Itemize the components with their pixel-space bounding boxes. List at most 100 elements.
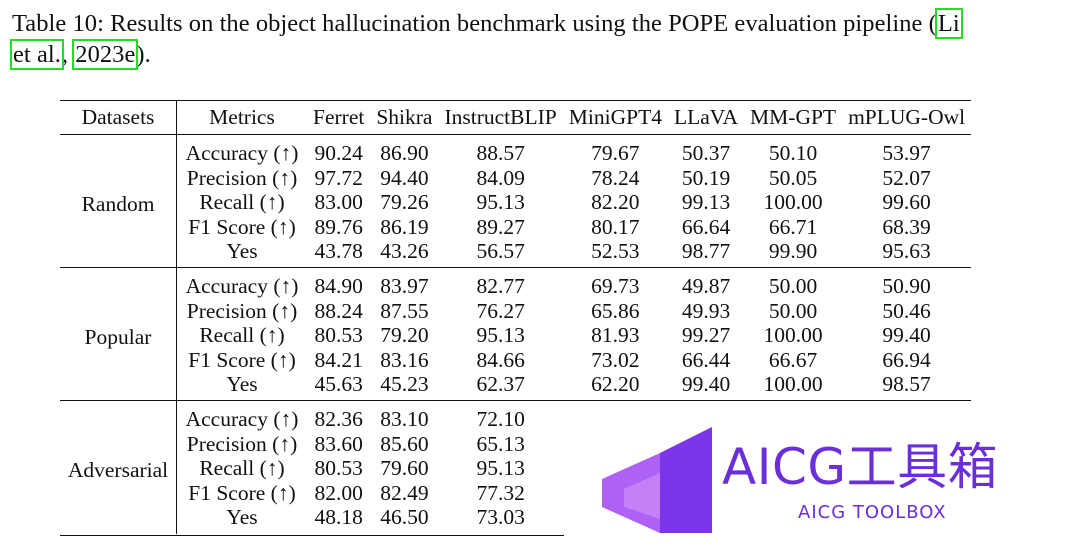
value-cell: 89.76	[314, 214, 363, 239]
metric-label: Yes	[176, 505, 307, 534]
metric-label: Accuracy (↑)	[176, 267, 307, 299]
table-row: Yes 48.18 46.50 73.03	[60, 505, 971, 534]
value-cell: 98.77	[681, 239, 731, 264]
metric-label: F1 Score (↑)	[176, 347, 307, 373]
metric-label: Accuracy (↑)	[176, 400, 307, 432]
metric-label: Recall (↑)	[176, 190, 307, 215]
value-cell: 98.57	[882, 372, 931, 397]
metric-label: Precision (↑)	[176, 431, 307, 457]
metric-label: Precision (↑)	[176, 165, 307, 191]
value-cell: 79.20	[380, 323, 429, 348]
value-cell: 84.66	[476, 347, 525, 372]
value-cell: 82.77	[476, 274, 525, 299]
value-cell: 56.57	[476, 239, 525, 264]
value-cell: 99.90	[768, 239, 818, 264]
value-cell: 95.13	[476, 456, 525, 481]
value-cell: 99.40	[882, 323, 931, 348]
value-cell: 50.37	[681, 141, 731, 166]
metric-label: F1 Score (↑)	[176, 214, 307, 240]
header-metrics: Metrics	[176, 100, 307, 135]
value-cell: 66.67	[768, 347, 818, 372]
value-cell: 84.09	[476, 165, 525, 190]
citation-link-etal[interactable]: et al.	[10, 39, 64, 70]
value-cell: 82.20	[591, 190, 640, 215]
value-cell: 50.00	[768, 298, 818, 323]
table-row: Precision (↑) 97.72 94.40 84.09 78.24 50.19 50…	[60, 165, 971, 191]
value-cell: 94.40	[380, 165, 429, 190]
aicg-logo-icon	[602, 427, 712, 533]
value-cell: 79.67	[591, 141, 640, 166]
value-cell: 99.27	[681, 323, 731, 348]
value-cell: 86.19	[380, 214, 429, 239]
dataset-group: Adversarial Accuracy (↑) 82.36 83.10 72.10 Pr…	[60, 400, 971, 534]
value-cell: 87.55	[380, 298, 429, 323]
value-cell: 66.71	[768, 214, 818, 239]
citation-link-year[interactable]: 2023e	[72, 39, 139, 70]
value-cell: 84.90	[314, 274, 363, 299]
value-cell: 83.10	[380, 407, 429, 432]
value-cell: 66.94	[882, 347, 931, 372]
table-row: F1 Score (↑) 84.21 83.16 84.66 73.02 66.44 66.…	[60, 347, 971, 373]
header-mplug-owl: mPLUG-Owl	[848, 105, 966, 129]
caption-text: Table 10: Results on the object hallucin…	[12, 10, 937, 37]
value-cell: 82.00	[314, 480, 363, 505]
value-cell: 66.64	[681, 214, 731, 239]
value-cell: 52.53	[591, 239, 640, 264]
value-cell: 80.53	[314, 323, 363, 348]
value-cell: 46.50	[380, 505, 429, 530]
value-cell: 95.13	[476, 323, 525, 348]
value-cell: 68.39	[882, 214, 931, 239]
table-row: Recall (↑) 80.53 79.20 95.13 81.93 99.27 100.0…	[60, 323, 971, 348]
value-cell: 66.44	[681, 347, 731, 372]
header-datasets: Datasets	[81, 105, 155, 129]
value-cell: 100.00	[763, 190, 823, 215]
header-row: Datasets Metrics Ferret Shikra InstructB…	[60, 100, 972, 135]
value-cell: 100.00	[763, 372, 823, 397]
value-cell: 73.02	[591, 347, 640, 372]
metric-label: F1 Score (↑)	[176, 480, 307, 506]
value-cell: 80.53	[314, 456, 363, 481]
value-cell: 62.20	[591, 372, 640, 397]
table-bottom-rule	[60, 535, 564, 536]
value-cell: 45.63	[314, 372, 363, 397]
table-caption: Table 10: Results on the object hallucin…	[10, 8, 1074, 70]
table-row: F1 Score (↑) 89.76 86.19 89.27 80.17 66.64 66.…	[60, 214, 971, 240]
value-cell: 83.16	[380, 347, 429, 372]
value-cell: 95.13	[476, 190, 525, 215]
value-cell: 72.10	[476, 407, 525, 432]
value-cell: 100.00	[763, 323, 823, 348]
header-minigpt4: MiniGPT4	[568, 105, 662, 129]
value-cell: 83.60	[314, 431, 363, 456]
metric-label: Yes	[176, 239, 307, 268]
dataset-label: Popular	[84, 325, 152, 350]
value-cell: 50.10	[768, 141, 818, 166]
value-cell: 62.37	[476, 372, 525, 397]
value-cell: 52.07	[882, 165, 931, 190]
metric-label: Accuracy (↑)	[176, 134, 307, 166]
metric-label: Recall (↑)	[176, 456, 307, 481]
value-cell: 99.60	[882, 190, 931, 215]
value-cell: 89.27	[476, 214, 525, 239]
metric-label: Yes	[176, 372, 307, 401]
table-row: Yes 43.78 43.26 56.57 52.53 98.77 99.90 95.63	[60, 239, 971, 268]
dataset-label: Random	[81, 192, 155, 217]
value-cell: 81.93	[591, 323, 640, 348]
table-row: Random Accuracy (↑) 90.24 86.90 88.57 79.67 50…	[60, 134, 971, 216]
citation-link-author[interactable]: Li	[934, 8, 963, 39]
table-row: Recall (↑) 83.00 79.26 95.13 82.20 99.13 100.0…	[60, 190, 971, 215]
table-row: F1 Score (↑) 82.00 82.49 77.32	[60, 480, 971, 506]
metric-label: Precision (↑)	[176, 298, 307, 324]
table-row: Yes 45.63 45.23 62.37 62.20 99.40 100.00 98.57	[60, 372, 971, 401]
value-cell: 69.73	[591, 274, 640, 299]
value-cell: 90.24	[314, 141, 363, 166]
value-cell: 50.05	[768, 165, 818, 190]
value-cell: 65.86	[591, 298, 640, 323]
value-cell: 79.60	[380, 456, 429, 481]
value-cell: 84.21	[314, 347, 363, 372]
table-row: Precision (↑) 88.24 87.55 76.27 65.86 49.93 50…	[60, 298, 971, 324]
value-cell: 50.00	[768, 274, 818, 299]
value-cell: 83.00	[314, 190, 363, 215]
metric-label: Recall (↑)	[176, 323, 307, 348]
value-cell: 73.03	[476, 505, 525, 530]
value-cell: 80.17	[591, 214, 640, 239]
